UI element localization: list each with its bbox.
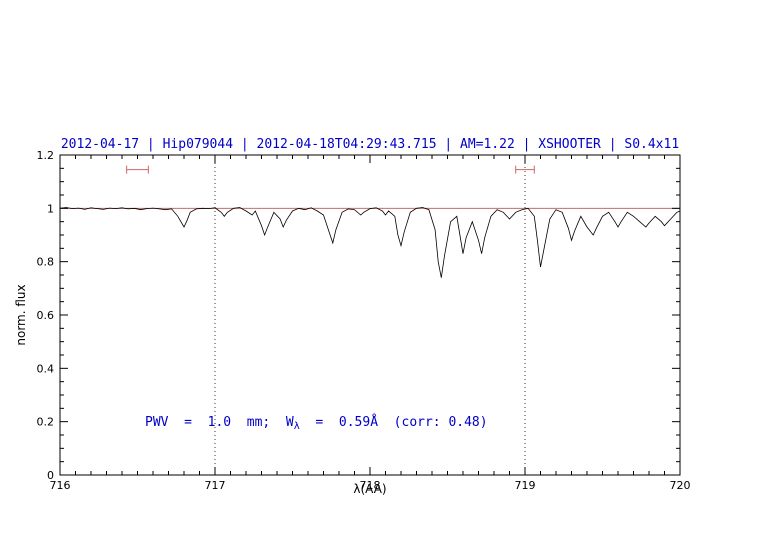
tick-labels: 716 717 718 719 720 0 0.2 0.4 0.6 0.8 1 1.2 — [37, 149, 691, 492]
axis-ticks — [59, 154, 681, 476]
pwv-annotation-prefix: PWV = 1.0 mm; W — [145, 415, 294, 430]
plot-title: 2012-04-17 | Hip079044 | 2012-04-18T04:2… — [61, 137, 679, 152]
y-axis-label: norm. flux — [14, 284, 28, 345]
spectrum-line — [59, 207, 681, 278]
svg-text:0.6: 0.6 — [37, 309, 55, 322]
svg-text:716: 716 — [50, 479, 71, 492]
pwv-annotation-sub: λ — [294, 421, 300, 432]
svg-text:0.8: 0.8 — [37, 256, 55, 269]
pwv-annotation-suffix: = 0.59Å (corr: 0.48) — [300, 414, 488, 430]
dotted-gridlines — [214, 155, 526, 475]
range-markers — [126, 165, 535, 174]
svg-text:718: 718 — [360, 479, 381, 492]
svg-text:1: 1 — [47, 202, 54, 215]
svg-text:0.2: 0.2 — [37, 416, 55, 429]
svg-text:717: 717 — [205, 479, 226, 492]
svg-text:0: 0 — [47, 469, 54, 482]
svg-text:720: 720 — [670, 479, 691, 492]
svg-text:719: 719 — [515, 479, 536, 492]
x-axis-label: λ(AA) — [353, 482, 386, 496]
svg-text:1.2: 1.2 — [37, 149, 55, 162]
pwv-annotation: PWV = 1.0 mm; Wλ = 0.59Å (corr: 0.48) — [145, 414, 488, 432]
svg-text:0.4: 0.4 — [37, 362, 55, 375]
